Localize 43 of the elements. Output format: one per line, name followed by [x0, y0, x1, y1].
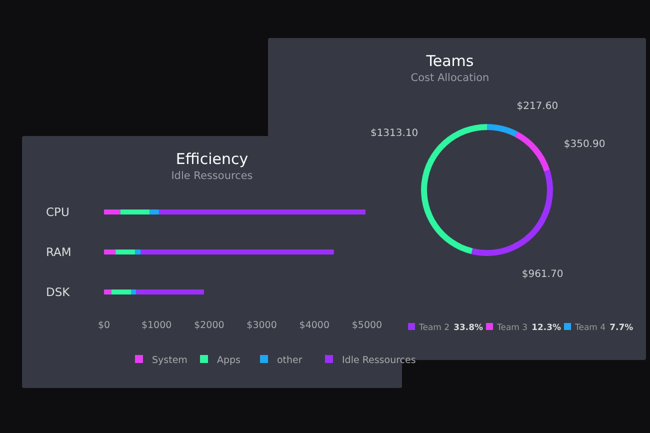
chart-subtitle: Idle Ressources	[171, 170, 253, 182]
chart-subtitle: Cost Allocation	[410, 72, 490, 84]
x-tick-label: $4000	[299, 320, 330, 331]
x-tick-label: $5000	[352, 320, 382, 331]
bar	[104, 290, 112, 294]
legend-label: other	[277, 355, 302, 366]
bar	[116, 250, 136, 254]
x-tick-label: $2000	[194, 320, 224, 331]
text: 12.3%	[532, 323, 562, 333]
legend-label: Team 2	[418, 323, 450, 333]
donut-slice	[421, 124, 487, 254]
bar	[120, 210, 150, 214]
legend-label: Team 4	[574, 323, 606, 333]
y-tick-label: RAM	[46, 245, 72, 259]
y-tick-label: CPU	[46, 205, 70, 219]
legend-label: Apps	[217, 355, 241, 366]
donut-slice	[471, 170, 553, 256]
text: 7.7%	[610, 323, 634, 333]
bar	[104, 210, 120, 214]
bar	[150, 210, 160, 214]
y-tick-label: DSK	[46, 285, 70, 299]
donut-slice	[514, 131, 550, 172]
data-label: $217.60	[516, 101, 558, 112]
x-tick-label: $1000	[141, 320, 172, 331]
bar	[104, 250, 116, 254]
data-label: $350.90	[564, 139, 606, 150]
legend-label: Team 3	[496, 323, 528, 333]
data-label: $1313.10	[370, 128, 418, 139]
chart-title: Efficiency	[176, 150, 248, 168]
x-tick-label: $0	[98, 320, 110, 331]
bar	[131, 290, 136, 294]
bar	[159, 210, 366, 214]
bar	[135, 250, 141, 254]
bar	[140, 250, 334, 254]
legend-label: Idle Ressources	[342, 355, 416, 366]
legend-label: System	[152, 355, 188, 366]
donut-slice	[487, 124, 518, 137]
bar	[111, 290, 132, 294]
text: 33.8%	[454, 323, 484, 333]
x-tick-label: $3000	[246, 320, 277, 331]
bar	[136, 290, 204, 294]
chart-title: Teams	[425, 52, 474, 70]
data-label: $961.70	[522, 268, 564, 280]
